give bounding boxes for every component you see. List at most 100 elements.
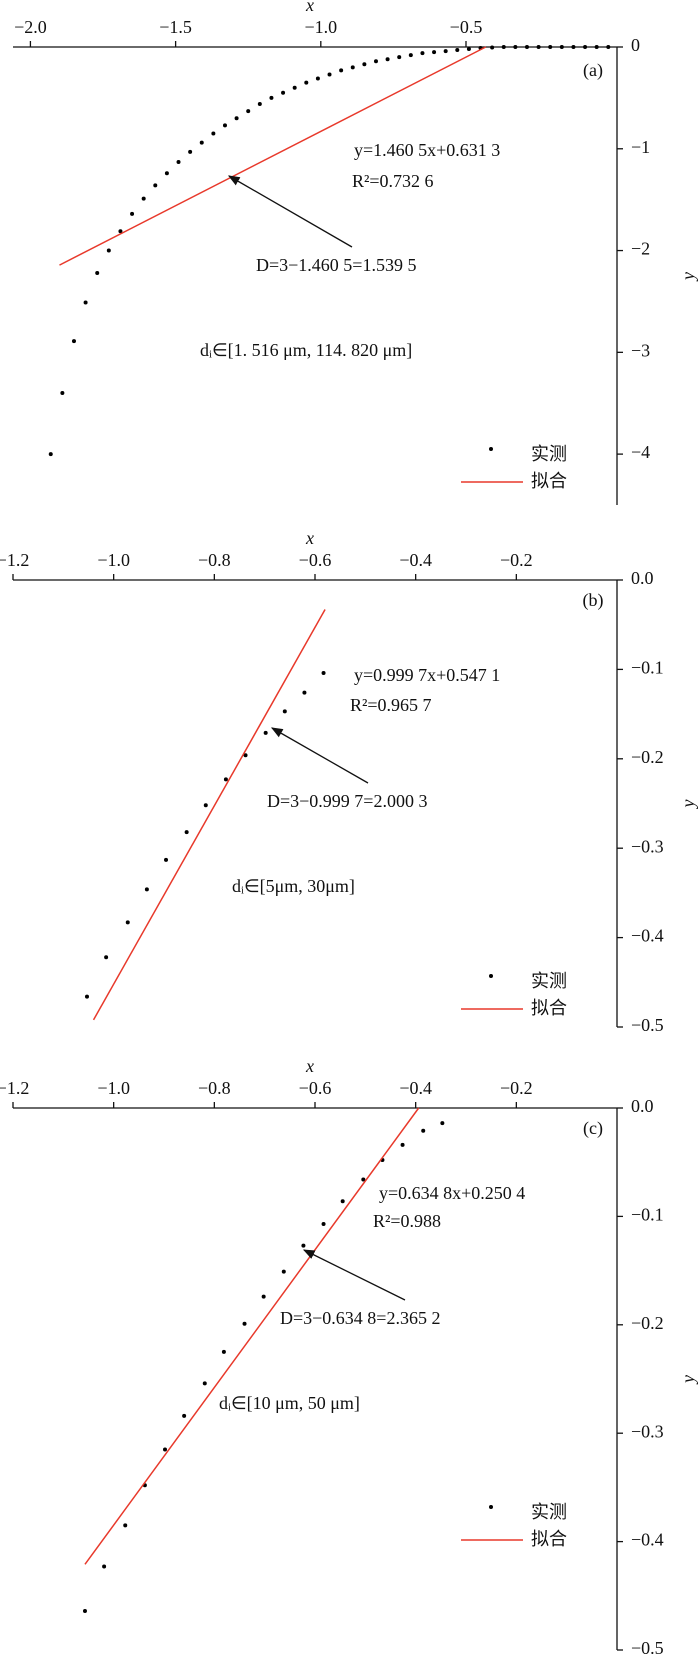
data-point (242, 1321, 247, 1326)
data-point (281, 90, 286, 95)
data-point (536, 45, 541, 49)
y-tick-label: 0.0 (631, 1096, 654, 1116)
data-point (182, 1413, 187, 1418)
x-tick-label: −0.2 (500, 1078, 533, 1098)
data-point (269, 95, 274, 100)
data-point (321, 670, 326, 675)
data-point (106, 248, 111, 253)
data-point (524, 45, 529, 49)
data-point (315, 76, 320, 81)
y-tick-label: −1 (631, 137, 650, 157)
fit-line (92, 609, 326, 1021)
legend-label: 实测 (531, 1502, 567, 1523)
data-point (440, 1121, 445, 1126)
data-point (95, 270, 100, 275)
r-squared: R²=0.988 (373, 1211, 441, 1231)
fit-equation: y=1.460 5x+0.631 3 (354, 140, 500, 160)
data-point (184, 830, 189, 835)
data-point (571, 45, 576, 49)
data-point (164, 171, 169, 176)
fit-equation: y=0.999 7x+0.547 1 (354, 665, 500, 685)
legend-label: 拟合 (531, 471, 567, 492)
data-point (282, 709, 287, 714)
data-point (501, 45, 506, 49)
data-point (304, 80, 309, 85)
dimension-label: D=3−1.460 5=1.539 5 (256, 255, 416, 275)
panel-label: (c) (583, 1118, 603, 1139)
data-point (421, 1128, 426, 1133)
x-axis-title: x (305, 528, 314, 548)
data-point (397, 55, 402, 60)
data-point (123, 1523, 128, 1528)
size-range: dᵢ∈[1. 516 μm, 114. 820 μm] (200, 340, 412, 360)
x-axis-title: x (305, 1056, 314, 1076)
data-point (104, 955, 109, 960)
x-tick-label: −0.2 (500, 550, 533, 570)
y-tick-label: −0.4 (631, 1530, 664, 1550)
data-point (400, 1142, 405, 1147)
data-point (130, 211, 135, 216)
data-point (339, 68, 344, 73)
x-tick-label: −1.0 (97, 550, 130, 570)
data-point (263, 730, 268, 735)
data-point (153, 183, 158, 188)
data-point (327, 72, 332, 77)
y-tick-label: −4 (631, 442, 650, 462)
data-point (246, 109, 251, 114)
y-tick-label: −0.2 (631, 1313, 664, 1333)
data-point (361, 1177, 366, 1182)
data-point (455, 48, 460, 53)
data-point (102, 1564, 107, 1569)
data-point (385, 57, 390, 62)
data-point (234, 116, 239, 121)
x-tick-label: −0.8 (198, 1078, 231, 1098)
legend-label: 实测 (531, 444, 567, 465)
data-point (163, 1447, 168, 1452)
r-squared: R²=0.965 7 (350, 695, 432, 715)
x-tick-label: −1.5 (159, 17, 192, 37)
data-point (292, 85, 297, 90)
y-tick-label: −3 (631, 340, 650, 360)
data-point (48, 452, 53, 457)
data-point (362, 62, 367, 67)
y-tick-label: −0.1 (631, 1205, 664, 1225)
data-point (301, 1243, 306, 1248)
data-point (84, 994, 89, 999)
y-tick-label: −0.3 (631, 1421, 664, 1441)
data-point (321, 1221, 326, 1226)
annotation-arrow (227, 175, 353, 248)
y-axis-title: y (678, 272, 698, 282)
data-point (223, 777, 228, 782)
dimension-label: D=3−0.999 7=2.000 3 (267, 791, 427, 811)
y-axis-title: y (678, 800, 698, 810)
y-tick-label: −0.2 (631, 747, 664, 767)
data-point (82, 1608, 87, 1613)
data-point (257, 101, 262, 106)
x-tick-label: −2.0 (14, 17, 47, 37)
legend-marker (489, 974, 493, 978)
data-point (202, 1381, 207, 1386)
data-point (125, 920, 130, 925)
legend-label: 拟合 (531, 998, 567, 1019)
data-point (583, 45, 588, 49)
data-point (211, 131, 216, 136)
y-tick-label: −0.5 (631, 1638, 664, 1658)
legend-marker (489, 1505, 493, 1509)
data-point (373, 59, 378, 64)
data-point (490, 45, 495, 50)
fit-line (84, 1107, 420, 1565)
r-squared: R²=0.732 6 (352, 171, 434, 191)
legend-label: 实测 (531, 971, 567, 992)
panel-label: (b) (583, 590, 604, 611)
data-point (594, 45, 599, 49)
data-point (513, 45, 518, 49)
size-range: dᵢ∈[5μm, 30μm] (232, 876, 355, 896)
data-point (141, 196, 146, 201)
dimension-label: D=3−0.634 8=2.365 2 (280, 1308, 440, 1328)
x-axis-title: x (305, 0, 314, 15)
data-point (350, 65, 355, 70)
y-tick-label: 0 (631, 35, 640, 55)
data-point (261, 1294, 266, 1299)
data-point (188, 149, 193, 154)
